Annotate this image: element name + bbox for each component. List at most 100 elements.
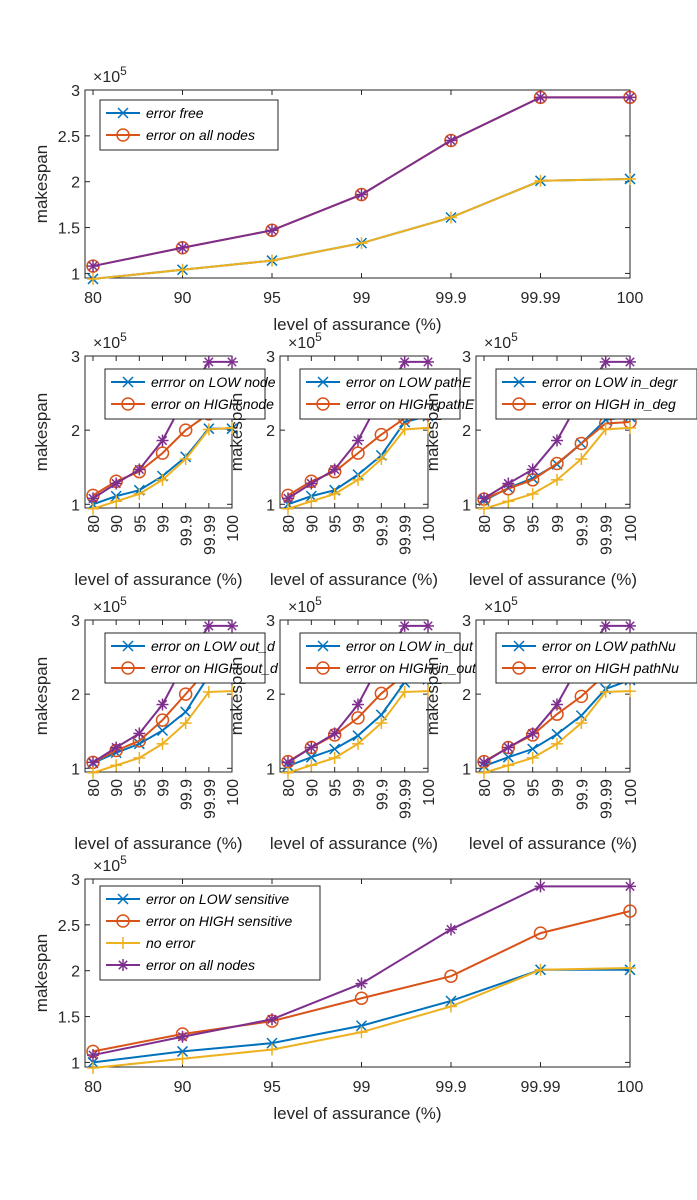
x-tick-label: 99.99 <box>398 515 415 555</box>
y-tick-label: 3 <box>266 613 275 630</box>
legend-label: error on HIGH in_out <box>346 660 477 676</box>
data-point <box>202 619 215 632</box>
x-tick-label: 90 <box>304 779 321 797</box>
data-point <box>478 492 490 505</box>
x-tick-label: 99.99 <box>398 779 415 819</box>
x-tick-label: 80 <box>477 779 494 797</box>
data-point <box>266 254 278 267</box>
chart-panel-7: 1 2 3 80 90 95 99 99.9 99.99 100 ×105 makespan level… <box>423 594 697 853</box>
y-exponent-label: ×105 <box>93 64 127 86</box>
data-point <box>352 737 364 750</box>
legend-marker <box>513 376 525 388</box>
legend: error on LOW pathE error on HIGH pathE <box>299 368 475 420</box>
legend-label: error on HIGH out_d <box>151 660 279 676</box>
legend-marker <box>316 661 330 675</box>
data-point <box>266 1043 278 1056</box>
chart-panel-6: 1 2 3 80 90 95 99 99.9 99.99 100 ×105 makespan level… <box>227 594 477 853</box>
data-point <box>110 759 123 772</box>
data-point <box>133 727 146 740</box>
data-point <box>355 977 368 990</box>
legend-marker <box>512 661 526 675</box>
y-tick-label: 3 <box>462 613 471 630</box>
series-3 <box>87 961 636 1074</box>
data-point <box>355 1020 368 1032</box>
series-3 <box>87 421 238 515</box>
data-point <box>156 473 169 486</box>
data-point <box>355 188 368 201</box>
data-point <box>352 473 364 486</box>
x-axis-label: level of assurance (%) <box>273 315 441 334</box>
x-tick-label: 99.9 <box>435 1079 466 1096</box>
legend-marker <box>512 397 526 411</box>
data-point <box>156 724 169 737</box>
data-point <box>156 737 169 750</box>
y-tick-label: 1 <box>71 1055 80 1072</box>
y-tick-label: 2.5 <box>58 918 80 935</box>
x-tick-label: 100 <box>421 779 438 806</box>
data-point <box>624 421 636 434</box>
legend-marker <box>513 640 525 652</box>
x-tick-label: 99 <box>353 1079 371 1096</box>
data-point <box>374 686 389 701</box>
x-tick-label: 99.99 <box>202 779 219 819</box>
data-point <box>445 923 457 936</box>
chart-panel-4: 1 2 3 80 90 95 99 99.9 99.99 100 ×105 makespan level… <box>423 330 697 589</box>
data-point <box>398 355 411 368</box>
data-point <box>266 224 278 237</box>
data-point <box>534 880 547 893</box>
series-4 <box>87 880 636 1062</box>
data-point <box>176 1045 189 1057</box>
x-tick-label: 99 <box>353 290 371 307</box>
legend-marker <box>116 914 130 928</box>
data-point <box>551 698 563 711</box>
x-tick-label: 100 <box>617 1079 644 1096</box>
x-tick-label: 99.9 <box>574 779 591 810</box>
y-exponent-power: 5 <box>511 330 518 344</box>
chart-panel-5: 1 2 3 80 90 95 99 99.9 99.99 100 ×105 makespan level… <box>32 594 279 853</box>
x-tick-label: 95 <box>132 779 149 797</box>
data-point <box>502 759 515 772</box>
x-tick-label: 99.9 <box>435 290 466 307</box>
legend-label: error on LOW pathE <box>346 374 472 390</box>
y-tick-label: 2 <box>71 175 80 192</box>
y-axis-label: makespan <box>227 657 246 735</box>
data-point <box>624 619 636 632</box>
x-tick-label: 80 <box>84 1079 102 1096</box>
data-point <box>226 421 238 434</box>
x-tick-label: 99.9 <box>179 515 196 546</box>
data-point <box>422 685 434 698</box>
x-tick-label: 99 <box>351 779 368 797</box>
y-tick-label: 2 <box>266 423 275 440</box>
chart-panel-2: 1 2 3 80 90 95 99 99.9 99.99 100 ×105 makespan level… <box>32 330 276 589</box>
y-exponent-label: ×105 <box>484 594 518 616</box>
series-3 <box>282 421 434 515</box>
data-point <box>550 456 564 471</box>
data-point <box>599 685 612 698</box>
y-tick-label: 1 <box>71 497 80 514</box>
data-point <box>575 717 588 730</box>
x-tick-label: 95 <box>526 779 543 797</box>
y-tick-label: 1 <box>71 266 80 283</box>
data-point <box>354 991 369 1005</box>
legend-marker <box>117 937 129 949</box>
series-3 <box>87 685 238 779</box>
data-point <box>202 423 215 436</box>
x-tick-label: 99.9 <box>179 779 196 810</box>
legend: error free error on all nodes <box>99 99 279 151</box>
data-point <box>534 963 547 976</box>
data-point <box>155 713 170 727</box>
data-point <box>133 487 146 500</box>
data-point <box>87 1061 99 1074</box>
y-exponent-label: ×105 <box>288 594 322 616</box>
y-exponent-label: ×105 <box>93 853 127 875</box>
legend-marker <box>317 376 329 388</box>
legend-marker <box>122 640 134 652</box>
x-axis-label: level of assurance (%) <box>74 834 242 853</box>
y-axis-label: makespan <box>423 393 442 471</box>
legend-box <box>495 368 697 420</box>
data-point <box>398 685 411 698</box>
data-point <box>527 743 539 755</box>
y-tick-label: 2 <box>71 964 80 981</box>
data-point <box>502 751 514 763</box>
